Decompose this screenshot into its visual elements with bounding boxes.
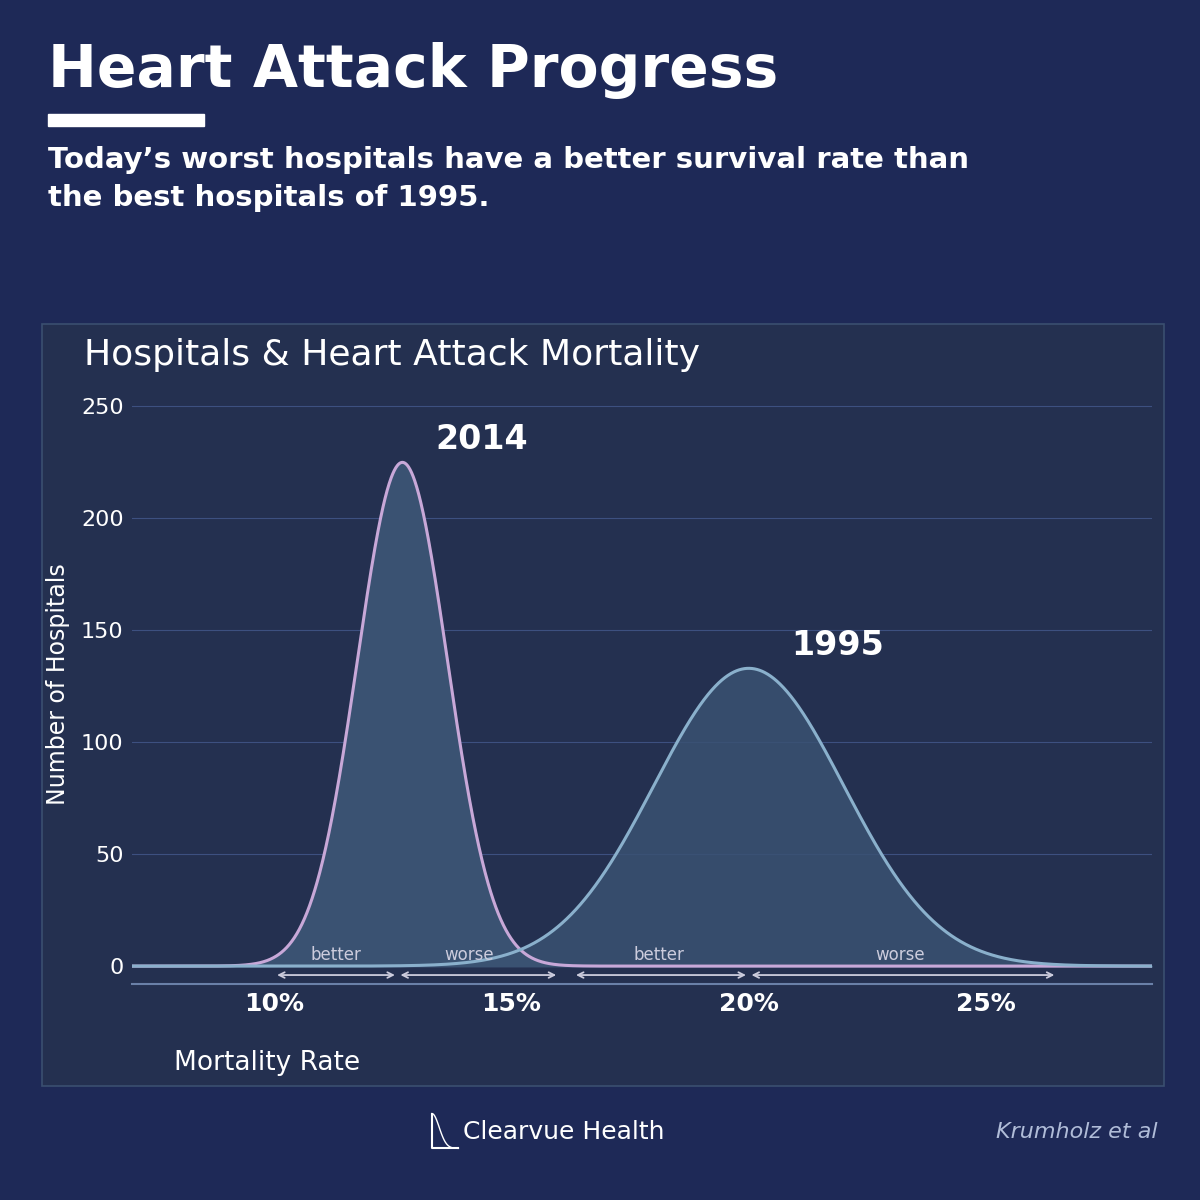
Text: worse: worse: [444, 946, 493, 964]
Y-axis label: Number of Hospitals: Number of Hospitals: [46, 563, 70, 805]
Text: Hospitals & Heart Attack Mortality: Hospitals & Heart Attack Mortality: [84, 338, 700, 372]
Text: better: better: [311, 946, 361, 964]
Text: Clearvue Health: Clearvue Health: [463, 1120, 665, 1144]
Text: Krumholz et al: Krumholz et al: [996, 1122, 1158, 1141]
Text: 1995: 1995: [792, 629, 884, 661]
Text: Heart Attack Progress: Heart Attack Progress: [48, 42, 779, 98]
Text: worse: worse: [876, 946, 925, 964]
Text: better: better: [634, 946, 684, 964]
Bar: [48, 114, 204, 126]
Bar: [42, 324, 1164, 1086]
Text: Mortality Rate: Mortality Rate: [174, 1050, 360, 1076]
Text: Today’s worst hospitals have a better survival rate than
the best hospitals of 1: Today’s worst hospitals have a better su…: [48, 146, 970, 212]
Text: 2014: 2014: [436, 422, 528, 456]
